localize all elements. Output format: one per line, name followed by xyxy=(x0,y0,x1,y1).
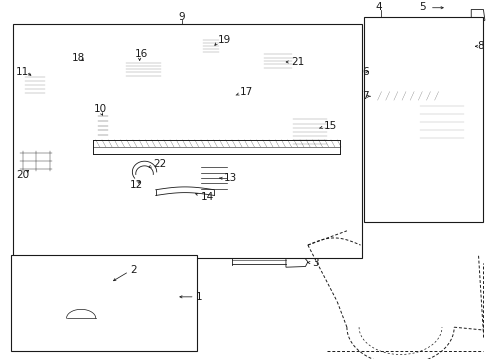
Text: 15: 15 xyxy=(323,121,336,131)
Text: 11: 11 xyxy=(16,67,29,77)
Bar xyxy=(386,67,397,76)
Text: 16: 16 xyxy=(135,49,148,59)
Text: 2: 2 xyxy=(130,265,136,275)
Bar xyxy=(363,17,483,222)
Text: 18: 18 xyxy=(71,53,84,63)
Bar xyxy=(11,255,196,351)
Bar xyxy=(435,67,445,76)
Text: 17: 17 xyxy=(239,87,252,97)
Text: 22: 22 xyxy=(153,159,166,169)
Bar xyxy=(13,24,361,257)
Bar xyxy=(370,67,381,76)
Bar xyxy=(450,38,463,52)
Bar xyxy=(370,38,384,52)
Bar xyxy=(221,93,226,104)
Text: 14: 14 xyxy=(200,192,213,202)
Bar xyxy=(212,91,242,106)
Bar xyxy=(366,36,474,54)
Bar xyxy=(366,65,454,77)
Bar xyxy=(235,93,240,104)
Text: 6: 6 xyxy=(362,67,368,77)
Bar xyxy=(18,149,55,172)
Text: 13: 13 xyxy=(223,173,236,183)
Bar xyxy=(410,38,424,52)
Bar xyxy=(419,67,429,76)
Bar xyxy=(214,93,219,104)
Text: 9: 9 xyxy=(178,12,185,22)
Bar xyxy=(390,38,404,52)
Text: 5: 5 xyxy=(418,2,425,12)
Text: 7: 7 xyxy=(362,91,368,101)
Text: 19: 19 xyxy=(217,35,230,45)
Text: 1: 1 xyxy=(195,292,202,302)
Text: 10: 10 xyxy=(93,104,106,114)
Bar xyxy=(228,93,233,104)
Text: 20: 20 xyxy=(16,171,29,180)
Text: 21: 21 xyxy=(290,57,304,67)
Bar xyxy=(96,114,110,137)
Text: 12: 12 xyxy=(130,180,143,190)
Bar xyxy=(403,67,413,76)
Text: 8: 8 xyxy=(476,41,483,51)
Bar xyxy=(430,38,443,52)
Text: 3: 3 xyxy=(311,257,318,267)
Text: 4: 4 xyxy=(374,2,381,12)
